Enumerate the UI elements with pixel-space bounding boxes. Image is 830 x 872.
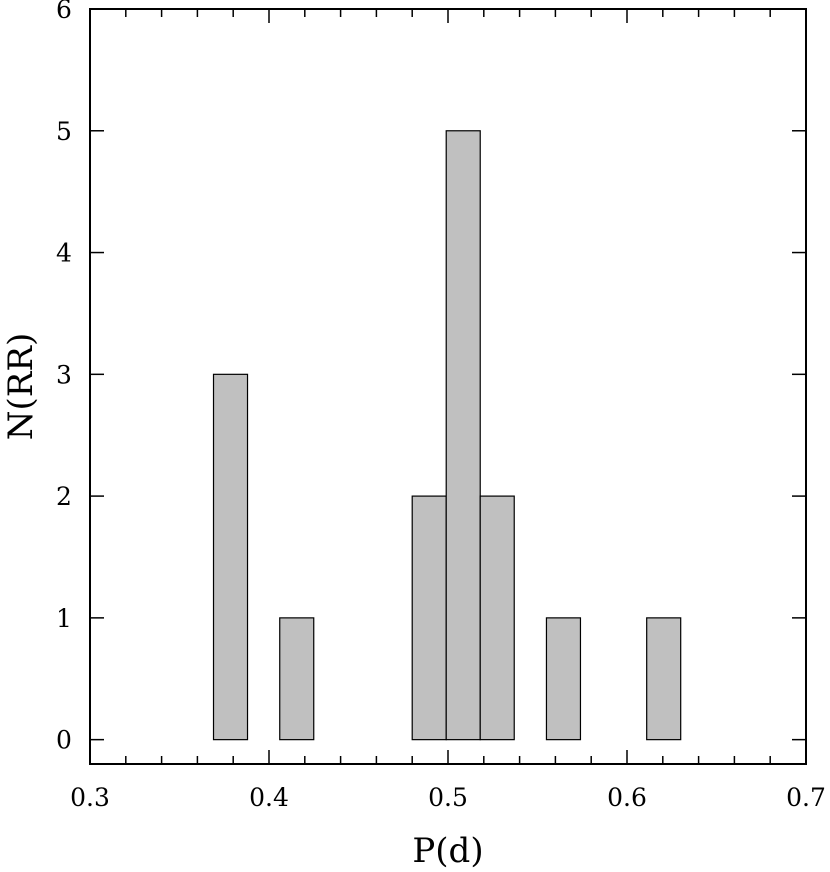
- y-tick-labels: 0 1 2 3 4 5 6: [56, 0, 72, 755]
- y-axis-title: N(RR): [1, 333, 41, 440]
- y-tick-label: 2: [56, 482, 72, 511]
- plot-frame: [89, 8, 807, 765]
- histogram-bar: [445, 130, 481, 741]
- x-tick-label: 0.3: [70, 783, 110, 812]
- y-tick-label: 3: [56, 360, 72, 389]
- bars-group: [212, 130, 682, 741]
- ticks-group: [89, 8, 807, 764]
- x-tick-label: 0.6: [607, 783, 647, 812]
- y-tick-label: 4: [56, 239, 72, 268]
- x-tick-label: 0.7: [786, 783, 826, 812]
- histogram-bar: [479, 495, 515, 741]
- x-tick-labels: 0.3 0.4 0.5 0.6 0.7: [70, 783, 826, 812]
- histogram-bar: [646, 617, 682, 741]
- histogram-bar: [279, 617, 315, 741]
- x-tick-label: 0.5: [428, 783, 468, 812]
- x-axis-title: P(d): [412, 831, 483, 871]
- histogram-bar: [212, 373, 249, 741]
- y-tick-label: 6: [56, 0, 72, 24]
- y-tick-label: 0: [56, 726, 72, 755]
- x-tick-label: 0.4: [249, 783, 289, 812]
- y-tick-label: 5: [56, 117, 72, 146]
- histogram-bar: [545, 617, 582, 741]
- histogram-bar: [411, 495, 447, 741]
- y-tick-label: 1: [56, 604, 72, 633]
